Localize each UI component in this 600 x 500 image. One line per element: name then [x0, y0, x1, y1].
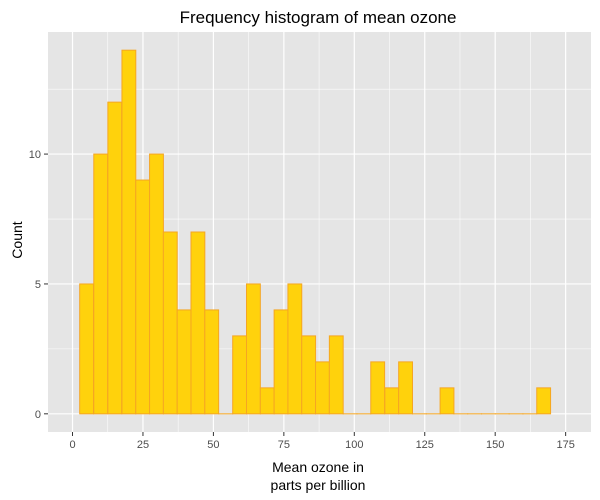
histogram-bar — [246, 283, 261, 415]
histogram-bar — [328, 335, 344, 415]
histogram-bar — [439, 387, 455, 415]
x-tick-label: 50 — [207, 439, 219, 451]
histogram-bar — [315, 361, 330, 415]
histogram-bar — [259, 387, 275, 415]
histogram-bar — [190, 231, 206, 415]
x-axis-title-line-1: Mean ozone in — [272, 459, 364, 475]
histogram-bar — [176, 309, 192, 415]
histogram-bar — [162, 231, 178, 415]
x-tick-label: 150 — [486, 439, 504, 451]
histogram-bar — [370, 361, 386, 415]
x-tick-label: 100 — [345, 439, 363, 451]
histogram-bar — [107, 101, 123, 415]
histogram-bar — [79, 283, 95, 415]
x-tick-label: 75 — [278, 439, 290, 451]
histogram-bar — [287, 283, 303, 415]
y-tick-label: 0 — [35, 409, 41, 421]
x-axis-ticks: 0 25 50 75 100 125 150 175 — [69, 432, 575, 451]
x-tick-label: 125 — [416, 439, 434, 451]
histogram-bar — [301, 335, 317, 415]
x-tick-label: 175 — [556, 439, 574, 451]
histogram-bar — [204, 309, 220, 415]
x-tick-label: 25 — [137, 439, 149, 451]
y-tick-label: 10 — [29, 149, 41, 161]
y-axis-ticks: 0 5 10 — [29, 149, 48, 421]
chart-title: Frequency histogram of mean ozone — [180, 8, 457, 27]
y-axis-title: Count — [9, 221, 25, 258]
histogram-bar — [149, 153, 164, 415]
histogram-bar — [384, 387, 400, 415]
x-tick-label: 0 — [69, 439, 75, 451]
y-tick-label: 5 — [35, 279, 41, 291]
histogram-bar — [121, 49, 137, 415]
histogram-bar — [398, 361, 414, 415]
histogram-bars — [79, 49, 552, 415]
histogram-bar — [135, 179, 151, 415]
histogram-bar — [273, 309, 289, 415]
histogram-bar — [93, 153, 109, 415]
histogram-bar — [536, 387, 552, 415]
x-axis-title-line-2: parts per billion — [271, 477, 366, 493]
histogram-bar — [232, 335, 248, 415]
